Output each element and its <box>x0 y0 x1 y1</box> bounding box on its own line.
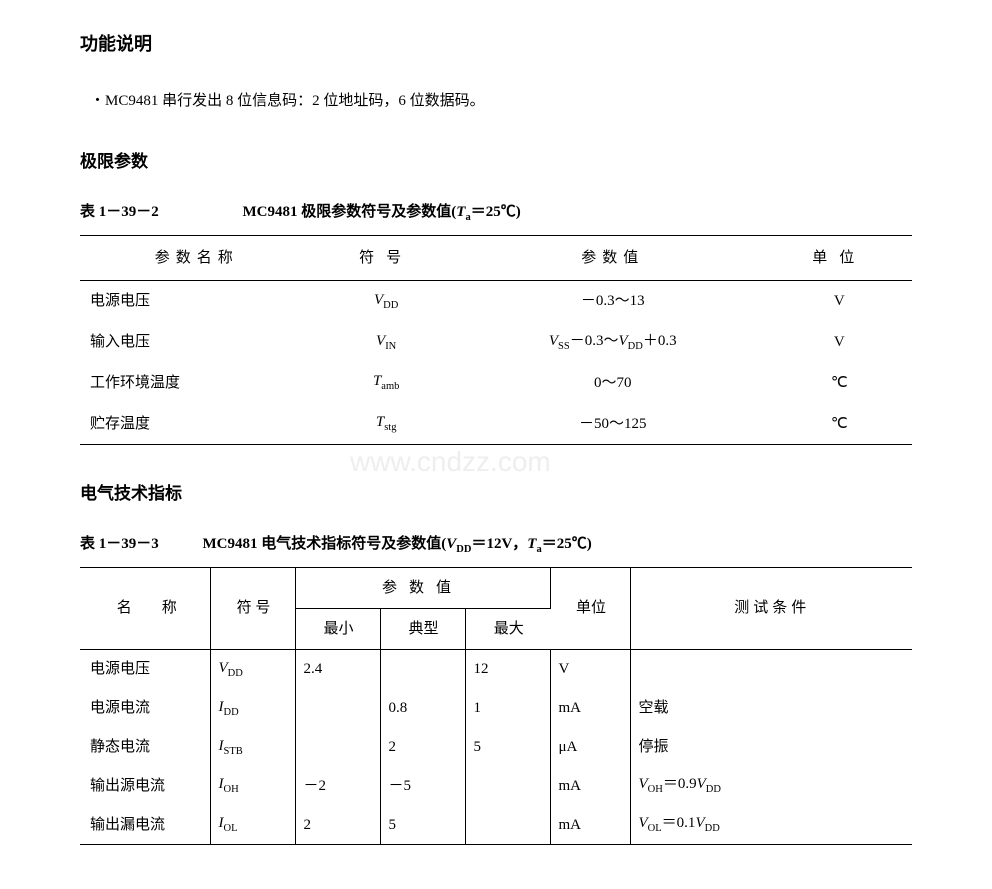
table2-cell-cond: 停振 <box>630 728 912 767</box>
table2-caption: 表 1－39－3 MC9481 电气技术指标符号及参数值(VDD＝12V，Ta＝… <box>80 532 912 559</box>
table2-caption-txt: MC9481 电气技术指标符号及参数值(VDD＝12V，Ta＝25℃) <box>203 536 592 552</box>
table1-cell-unit: V <box>767 280 912 321</box>
table2-cell-symbol: ISTB <box>210 728 295 767</box>
table1-caption: 表 1－39－2 MC9481 极限参数符号及参数值(Ta＝25℃) <box>80 200 912 227</box>
table2-h-symbol: 符 号 <box>210 567 295 649</box>
table2-h-name: 名 称 <box>80 567 210 649</box>
table2-h-cond: 测试条件 <box>630 567 912 649</box>
table2-cell-typ <box>380 649 465 688</box>
table2-cell-min <box>295 728 380 767</box>
table2-cell-cond: VOL＝0.1VDD <box>630 805 912 844</box>
table2-cell-cond: 空载 <box>630 689 912 728</box>
table1-row: 电源电压VDD－0.3～13V <box>80 280 912 321</box>
table1-row: 输入电压VINVSS－0.3～VDD＋0.3V <box>80 322 912 363</box>
table1-cell-value: －50～125 <box>459 403 767 444</box>
table2-cell-cond: VOH＝0.9VDD <box>630 766 912 805</box>
table2-h-valgroup: 参数值 <box>295 567 550 608</box>
table2-cell-unit: mA <box>550 689 630 728</box>
table2-row: 静态电流ISTB 25μA停振 <box>80 728 912 767</box>
table2-cell-name: 输出源电流 <box>80 766 210 805</box>
table2-cell-unit: μA <box>550 728 630 767</box>
table1-cell-symbol: VDD <box>313 280 458 321</box>
table2-cell-min <box>295 689 380 728</box>
section1-title: 功能说明 <box>80 30 912 59</box>
table1-cell-symbol: Tamb <box>313 362 458 403</box>
table2-cell-unit: mA <box>550 805 630 844</box>
limit-params-table: 参数名称 符号 参数值 单位 电源电压VDD－0.3～13V输入电压VINVSS… <box>80 235 912 445</box>
table1-cell-name: 输入电压 <box>80 322 313 363</box>
table1-cell-symbol: Tstg <box>313 403 458 444</box>
table2-cell-typ: 0.8 <box>380 689 465 728</box>
watermark: www.cndzz.com <box>350 440 551 485</box>
table1-h-value: 参数值 <box>459 235 767 280</box>
table1-cell-value: －0.3～13 <box>459 280 767 321</box>
table2-cell-min: 2.4 <box>295 649 380 688</box>
table1-cell-unit: ℃ <box>767 362 912 403</box>
table1-cell-unit: V <box>767 322 912 363</box>
table2-cell-max: 1 <box>465 689 550 728</box>
table2-cell-typ: －5 <box>380 766 465 805</box>
table2-h-unit: 单位 <box>550 567 630 649</box>
section3-title: 电气技术指标 <box>80 480 912 507</box>
table2-cell-typ: 5 <box>380 805 465 844</box>
table2-cell-typ: 2 <box>380 728 465 767</box>
table1-cell-value: 0～70 <box>459 362 767 403</box>
table2-row: 输出源电流IOH－2－5 mAVOH＝0.9VDD <box>80 766 912 805</box>
table1-caption-txt: MC9481 极限参数符号及参数值(Ta＝25℃) <box>243 204 521 220</box>
table2-h-min: 最小 <box>295 608 380 649</box>
table2-cell-name: 静态电流 <box>80 728 210 767</box>
table2-row: 电源电压VDD2.4 12V <box>80 649 912 688</box>
table1-header-row: 参数名称 符号 参数值 单位 <box>80 235 912 280</box>
table2-cell-max: 12 <box>465 649 550 688</box>
table2-cell-symbol: IOL <box>210 805 295 844</box>
table1-h-unit: 单位 <box>767 235 912 280</box>
table1-cell-symbol: VIN <box>313 322 458 363</box>
table1-caption-num: 表 1－39－2 <box>80 200 159 224</box>
table2-cell-unit: mA <box>550 766 630 805</box>
table1-cell-name: 工作环境温度 <box>80 362 313 403</box>
table2-cell-min: 2 <box>295 805 380 844</box>
table2-row: 电源电流IDD 0.81mA空载 <box>80 689 912 728</box>
table2-cell-symbol: VDD <box>210 649 295 688</box>
table2-cell-max <box>465 766 550 805</box>
table2-cell-symbol: IDD <box>210 689 295 728</box>
table1-row: 工作环境温度Tamb0～70℃ <box>80 362 912 403</box>
table2-row: 输出漏电流IOL25 mAVOL＝0.1VDD <box>80 805 912 844</box>
table2-cell-symbol: IOH <box>210 766 295 805</box>
table2-cell-name: 电源电压 <box>80 649 210 688</box>
table1-h-symbol: 符号 <box>313 235 458 280</box>
table2-cell-name: 电源电流 <box>80 689 210 728</box>
table2-caption-num: 表 1－39－3 <box>80 532 159 556</box>
table2-cell-max: 5 <box>465 728 550 767</box>
table2-cell-cond <box>630 649 912 688</box>
table2-h-typ: 典型 <box>380 608 465 649</box>
table1-cell-unit: ℃ <box>767 403 912 444</box>
table2-header-row1: 名 称 符 号 参数值 单位 测试条件 <box>80 567 912 608</box>
table1-h-name: 参数名称 <box>80 235 313 280</box>
table1-cell-name: 贮存温度 <box>80 403 313 444</box>
table1-cell-value: VSS－0.3～VDD＋0.3 <box>459 322 767 363</box>
section1-bullet: ・MC9481 串行发出 8 位信息码：2 位地址码，6 位数据码。 <box>80 89 912 113</box>
table2-cell-max <box>465 805 550 844</box>
table2-h-max: 最大 <box>465 608 550 649</box>
table2-cell-name: 输出漏电流 <box>80 805 210 844</box>
table2-cell-min: －2 <box>295 766 380 805</box>
table2-cell-unit: V <box>550 649 630 688</box>
electrical-spec-table: 名 称 符 号 参数值 单位 测试条件 最小 典型 最大 电源电压VDD2.4 1… <box>80 567 912 845</box>
section2-title: 极限参数 <box>80 148 912 175</box>
table1-cell-name: 电源电压 <box>80 280 313 321</box>
table1-row: 贮存温度Tstg－50～125℃ <box>80 403 912 444</box>
